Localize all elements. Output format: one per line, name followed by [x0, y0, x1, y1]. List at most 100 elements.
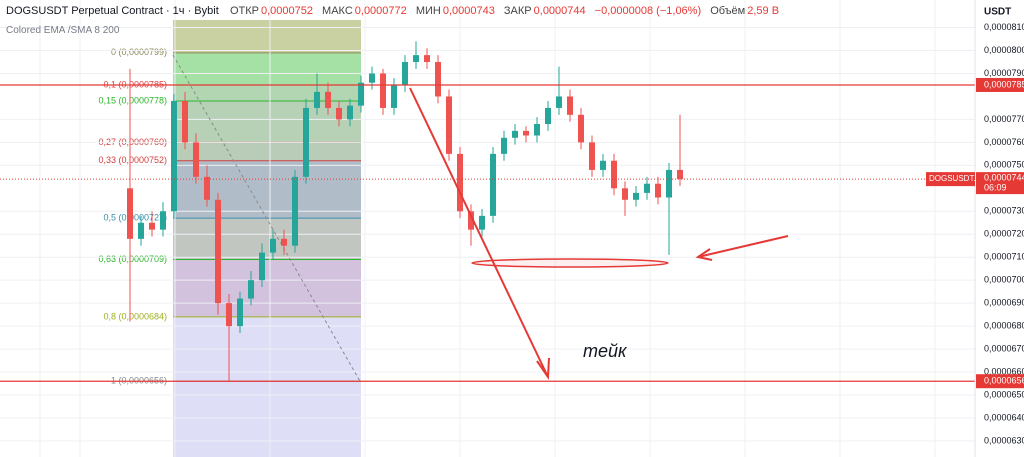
candle-body [270, 238, 276, 253]
candle-body [138, 222, 144, 239]
candle-body [567, 96, 573, 115]
arrow-head [695, 248, 713, 261]
y-tick-label: 0,0000680 [984, 320, 1024, 330]
stat-label: МИН [415, 5, 441, 17]
fib-zone [173, 142, 361, 161]
y-tick-label: 0,0000730 [984, 206, 1024, 216]
arrow [409, 87, 549, 378]
symbol-title: DOGSUSDT Perpetual Contract · 1ч · Bybit [6, 5, 219, 17]
candle-body [347, 105, 353, 120]
fib-label: 0,5 (0,0000727) [103, 213, 167, 223]
candle-body [556, 96, 562, 108]
candle-body [149, 222, 155, 230]
stat-label: ЗАКР [503, 5, 532, 17]
fib-zone [173, 381, 361, 457]
candle-body [193, 142, 199, 177]
header: DOGSUSDT Perpetual Contract · 1ч · Bybit… [6, 5, 785, 17]
stat-value: 0,0000743 [442, 5, 495, 17]
candle-body [589, 142, 595, 170]
arrow-head [536, 357, 550, 380]
ellipse [471, 258, 669, 268]
fib-label: 0,33 (0,0000752) [98, 155, 167, 165]
candle-body [501, 137, 507, 154]
candle-body [259, 252, 265, 281]
fib-zone [173, 160, 361, 219]
arrow [697, 235, 789, 258]
candle-body [545, 107, 551, 125]
fib-zone [173, 218, 361, 260]
candle-body [600, 160, 606, 170]
candle-body [380, 73, 386, 108]
change: −0,0000008 (−1,06%) [594, 5, 702, 17]
candle-body [402, 62, 408, 85]
indicator[interactable]: Colored EMA /SMA 8 200 [6, 25, 120, 36]
last-price-label: 0,0000744 [984, 173, 1024, 183]
volume: 2,59 B [747, 5, 780, 17]
y-tick-label: 0,0000640 [984, 412, 1024, 422]
fib-zone [173, 259, 361, 317]
candle-body [336, 107, 342, 120]
candle-body [171, 101, 177, 212]
fib-zone [173, 101, 361, 143]
stat-label: ОТКР [229, 5, 259, 17]
y-tick-label: 0,0000630 [984, 435, 1024, 445]
candle-body [127, 188, 133, 239]
candle-body [512, 130, 518, 138]
candle-body [237, 298, 243, 327]
stat-label: МАКС [322, 5, 353, 17]
fib-label: 0,15 (0,0000778) [98, 95, 167, 105]
fib-label: 0,63 (0,0000709) [98, 254, 167, 264]
fib-label: 0 (0,0000799) [111, 47, 167, 57]
candle-body [314, 91, 320, 108]
symbol-tag [926, 172, 975, 187]
y-tick-label: 0,0000760 [984, 137, 1024, 147]
candle-body [369, 73, 375, 83]
volume-label: Объём [710, 5, 746, 17]
fib-zone [173, 20, 361, 53]
candle-body [358, 82, 364, 106]
price-tag [976, 374, 1024, 389]
y-tick-label: 0,0000800 [984, 45, 1024, 55]
candle-body [248, 280, 254, 299]
candle-body [182, 101, 188, 143]
stat-value: 0,0000772 [354, 5, 407, 17]
annotation: тейк [583, 341, 628, 361]
y-tick-label: 0,0000660 [984, 366, 1024, 376]
stat-value: 0,0000744 [533, 5, 586, 17]
fib-label: 0,8 (0,0000684) [103, 311, 167, 321]
candle-body [446, 96, 452, 154]
candle-body [523, 130, 529, 136]
y-tick-label: 0,0000670 [984, 343, 1024, 353]
y-tick-label: 0,0000650 [984, 389, 1024, 399]
y-tick-label: 0,0000720 [984, 229, 1024, 239]
candle-body [292, 176, 298, 246]
candle-body [457, 153, 463, 212]
candle-body [424, 55, 430, 63]
y-tick-label: 0,0000750 [984, 160, 1024, 170]
countdown: 06:09 [984, 183, 1007, 193]
candle-body [655, 183, 661, 198]
y-tick-label: 0,0000700 [984, 275, 1024, 285]
price-tag-label: 0,0000785 [984, 79, 1024, 89]
candle-body [215, 199, 221, 304]
candle-body [666, 169, 672, 198]
y-tick-label: 0,0000690 [984, 298, 1024, 308]
candle-body [633, 192, 639, 200]
candle-body [644, 183, 650, 193]
y-tick-label: 0,0000770 [984, 114, 1024, 124]
candle-body [391, 84, 397, 108]
candle-body [413, 55, 419, 63]
candle-body [490, 153, 496, 216]
fib-label: 0,27 (0,0000760) [98, 137, 167, 147]
stat-value: 0,0000752 [260, 5, 313, 17]
fib-zone [173, 84, 361, 102]
candle-body [303, 107, 309, 177]
candle-body [281, 238, 287, 246]
fib-label: 0,1 (0,0000785) [103, 79, 167, 89]
candle-body [611, 160, 617, 189]
price-tag-label: 0,0000656 [984, 376, 1024, 386]
drawings [409, 87, 789, 380]
candle-body [677, 169, 683, 180]
fib-zone [173, 52, 361, 85]
